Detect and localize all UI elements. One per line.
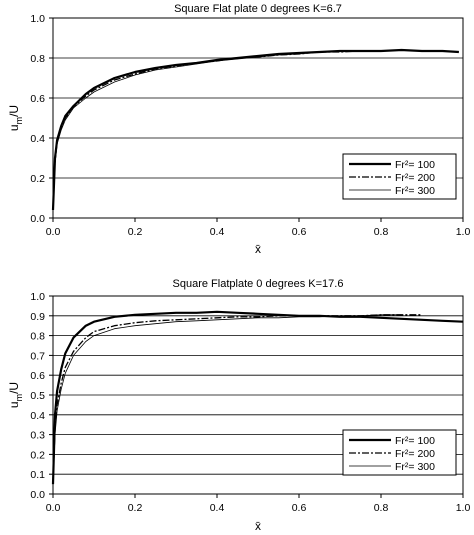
y-tick-label: 0.5 <box>30 390 45 402</box>
chart-panel-2: Square Flatplate 0 degrees K=17.6 0.0 0.1 0… <box>7 278 470 533</box>
y-tick-label: 0.4 <box>30 133 45 145</box>
y-tick-label: 0.8 <box>30 331 45 343</box>
series-line-1 <box>51 310 464 485</box>
y-tick-label: 0.6 <box>30 370 45 382</box>
legend-label: Fr²= 200 <box>395 448 435 460</box>
x-tick-label: 1.0 <box>456 502 471 514</box>
y-tick-label: 1.0 <box>30 13 45 25</box>
x-tick-label: 1.0 <box>456 226 471 238</box>
y-tick-label: 0.9 <box>30 311 45 323</box>
legend-label: Fr²= 300 <box>395 461 435 473</box>
plot-frame <box>52 17 464 219</box>
x-tick-label: 0.6 <box>292 226 307 238</box>
x-tick-label: 0.8 <box>374 226 389 238</box>
y-axis-label: um/U <box>7 105 24 131</box>
x-tick-label: 0.2 <box>128 226 143 238</box>
y-tick-label: 0.3 <box>30 430 45 442</box>
series-line-2 <box>52 314 422 485</box>
chart-panel-1: Square Flat plate 0 degrees K=6.7 0.0 0.2 0… <box>7 3 470 256</box>
y-tick-label: 0.0 <box>30 213 45 225</box>
chart-title: Square Flat plate 0 degrees K=6.7 <box>174 3 342 15</box>
y-tick-label: 0.7 <box>30 350 45 362</box>
x-tick-label: 0.8 <box>374 502 389 514</box>
y-tick-label: 0.8 <box>30 53 45 65</box>
chart-title: Square Flatplate 0 degrees K=17.6 <box>173 278 344 290</box>
legend-label: Fr²= 100 <box>395 159 435 171</box>
x-axis-label: x̄ <box>255 242 261 256</box>
x-tick-label: 0.6 <box>292 502 307 514</box>
y-tick-label: 0.0 <box>30 489 45 501</box>
x-axis-label: x̄ <box>255 519 261 533</box>
legend-label: Fr²= 100 <box>395 435 435 447</box>
y-tick-label: 1.0 <box>30 291 45 303</box>
x-tick-label: 0.2 <box>128 502 143 514</box>
y-tick-label: 0.1 <box>30 469 45 481</box>
y-tick-label: 0.6 <box>30 93 45 105</box>
x-tick-label: 0.4 <box>210 502 225 514</box>
x-tick-label: 0.0 <box>46 502 61 514</box>
series-line-2 <box>52 50 369 211</box>
y-tick-label: 0.2 <box>30 173 45 185</box>
legend-label: Fr²= 300 <box>395 185 435 197</box>
y-axis-label: um/U <box>7 382 24 408</box>
legend-label: Fr²= 200 <box>395 172 435 184</box>
x-tick-label: 0.0 <box>46 226 61 238</box>
legend-box <box>342 153 457 200</box>
series-line-3 <box>52 50 341 211</box>
y-tick-label: 0.4 <box>30 410 45 422</box>
y-tick-label: 0.2 <box>30 449 45 461</box>
series-line-3 <box>52 314 402 485</box>
x-tick-label: 0.4 <box>210 226 225 238</box>
legend-box <box>342 429 457 476</box>
